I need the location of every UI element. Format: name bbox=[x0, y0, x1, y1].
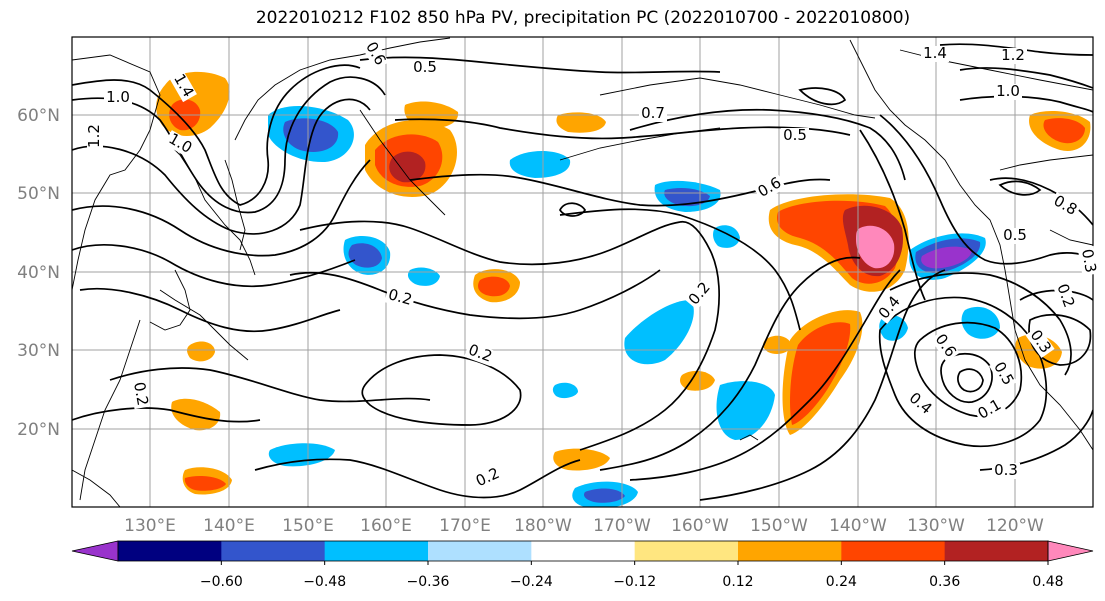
contour-label: 1.2 bbox=[1001, 46, 1025, 64]
contour-label: 0.7 bbox=[641, 104, 665, 122]
contour-label-bg bbox=[904, 388, 936, 420]
contour-label-bg bbox=[1077, 245, 1099, 277]
lat-tick-label: 60°N bbox=[17, 106, 60, 126]
colorbar-tick-label: 0.12 bbox=[722, 574, 753, 590]
colorbar bbox=[71, 540, 1094, 562]
contour-label: 0.5 bbox=[783, 126, 807, 144]
lon-tick-label: 140°E bbox=[203, 516, 255, 536]
lon-tick-label: 120°W bbox=[986, 516, 1044, 536]
lat-tick-label: 30°N bbox=[17, 341, 60, 361]
contour-label-bg bbox=[411, 60, 439, 76]
colorbar-tick-label: −0.12 bbox=[613, 574, 656, 590]
colorbar-segment bbox=[944, 541, 1049, 561]
contour-label: 0.5 bbox=[1003, 226, 1027, 244]
contour-label-bg bbox=[1025, 325, 1055, 359]
colorbar-segment bbox=[738, 541, 842, 561]
lon-tick-label: 150°W bbox=[750, 516, 808, 536]
contour-label-bg bbox=[1048, 192, 1082, 220]
contour-label-bg bbox=[753, 174, 787, 202]
coastlines bbox=[72, 37, 1093, 507]
lat-tick-label: 20°N bbox=[17, 420, 60, 440]
longitude-tick-labels: 130°E 140°E 150°E 160°E 170°E 180°W 170°W 160°W… bbox=[124, 516, 1044, 536]
lat-tick-label: 50°N bbox=[17, 184, 60, 204]
contour-label: 0.3 bbox=[994, 461, 1018, 479]
lon-tick-label: 130°E bbox=[124, 516, 176, 536]
colorbar-tick-label: 0.36 bbox=[929, 574, 960, 590]
colorbar-segment bbox=[221, 541, 326, 561]
contour-label-bg bbox=[471, 464, 505, 492]
contour-label-bg bbox=[994, 84, 1022, 100]
contour-label-bg bbox=[973, 396, 1007, 424]
contour-label: 1.4 bbox=[923, 44, 947, 62]
colorbar-tick-label: 0.24 bbox=[826, 574, 857, 590]
contour-label-bg bbox=[384, 286, 416, 310]
contour-label-bg bbox=[930, 329, 960, 363]
precip-shading bbox=[156, 71, 1091, 507]
colorbar-segment bbox=[634, 541, 739, 561]
colorbar-extend-high bbox=[1047, 540, 1094, 562]
contour-label: 1.2 bbox=[85, 124, 103, 148]
colorbar-segment bbox=[118, 541, 222, 561]
colorbar-tick-label: −0.36 bbox=[407, 574, 450, 590]
colorbar-extend-low bbox=[71, 540, 119, 562]
contour-labels: 1.01.21.41.00.6 0.50.70.50.61.4 1.21.00.80… bbox=[85, 37, 1100, 492]
lat-tick-label: 40°N bbox=[17, 263, 60, 283]
contour-label-bg bbox=[464, 341, 496, 367]
contour-label-bg bbox=[921, 46, 949, 62]
colorbar-outline bbox=[117, 540, 1049, 562]
lon-tick-label: 160°E bbox=[360, 516, 412, 536]
contour-label-bg bbox=[999, 48, 1027, 64]
colorbar-tick-label: 0.48 bbox=[1032, 574, 1063, 590]
contour-label-bg bbox=[163, 130, 197, 158]
colorbar-segment bbox=[428, 541, 532, 561]
colorbar-tick-label: −0.24 bbox=[510, 574, 553, 590]
map-title: 2022010212 F102 850 hPa PV, precipitatio… bbox=[255, 8, 911, 28]
contour-label: 0.5 bbox=[413, 58, 437, 76]
contour-label-bg bbox=[104, 90, 132, 106]
contour-label-bg bbox=[874, 292, 906, 324]
lon-tick-label: 170°E bbox=[439, 516, 491, 536]
lon-tick-label: 160°W bbox=[671, 516, 729, 536]
colorbar-segment bbox=[324, 541, 429, 561]
contour-label-bg bbox=[361, 37, 389, 71]
latitude-tick-labels: 60°N 50°N 40°N 30°N 20°N bbox=[17, 106, 60, 440]
lon-tick-label: 150°E bbox=[282, 516, 334, 536]
lon-tick-label: 170°W bbox=[593, 516, 651, 536]
graticule bbox=[72, 37, 1093, 507]
colorbar-tick-label: −0.48 bbox=[303, 574, 346, 590]
contour-label-bg bbox=[169, 69, 197, 103]
contour-label-bg bbox=[87, 122, 103, 150]
colorbar-tick-labels: −0.60 −0.48 −0.36 −0.24 −0.12 0.12 0.24 0.36 0.4… bbox=[200, 561, 1064, 590]
lon-tick-label: 130°W bbox=[907, 516, 965, 536]
colorbar-segment bbox=[531, 541, 636, 561]
contour-label-bg bbox=[1001, 228, 1029, 244]
colorbar-segment bbox=[841, 541, 946, 561]
contour-label: 1.0 bbox=[996, 82, 1020, 100]
contour-label: 0.2 bbox=[386, 285, 414, 309]
lon-tick-label: 180°W bbox=[514, 516, 572, 536]
contour-label-bg bbox=[1052, 280, 1078, 312]
contour-label-bg bbox=[639, 106, 667, 122]
contour-label: 0.2 bbox=[130, 381, 152, 408]
contour-label-bg bbox=[992, 463, 1020, 479]
contour-label-bg bbox=[129, 378, 151, 410]
contour-label-bg bbox=[989, 357, 1017, 391]
contour-label: 0.3 bbox=[1078, 248, 1100, 275]
contour-label: 1.0 bbox=[106, 88, 130, 106]
colorbar-tick-label: −0.60 bbox=[200, 574, 243, 590]
contour-label-bg bbox=[684, 278, 716, 310]
contour-label-bg bbox=[781, 128, 809, 144]
lon-tick-label: 140°W bbox=[829, 516, 887, 536]
